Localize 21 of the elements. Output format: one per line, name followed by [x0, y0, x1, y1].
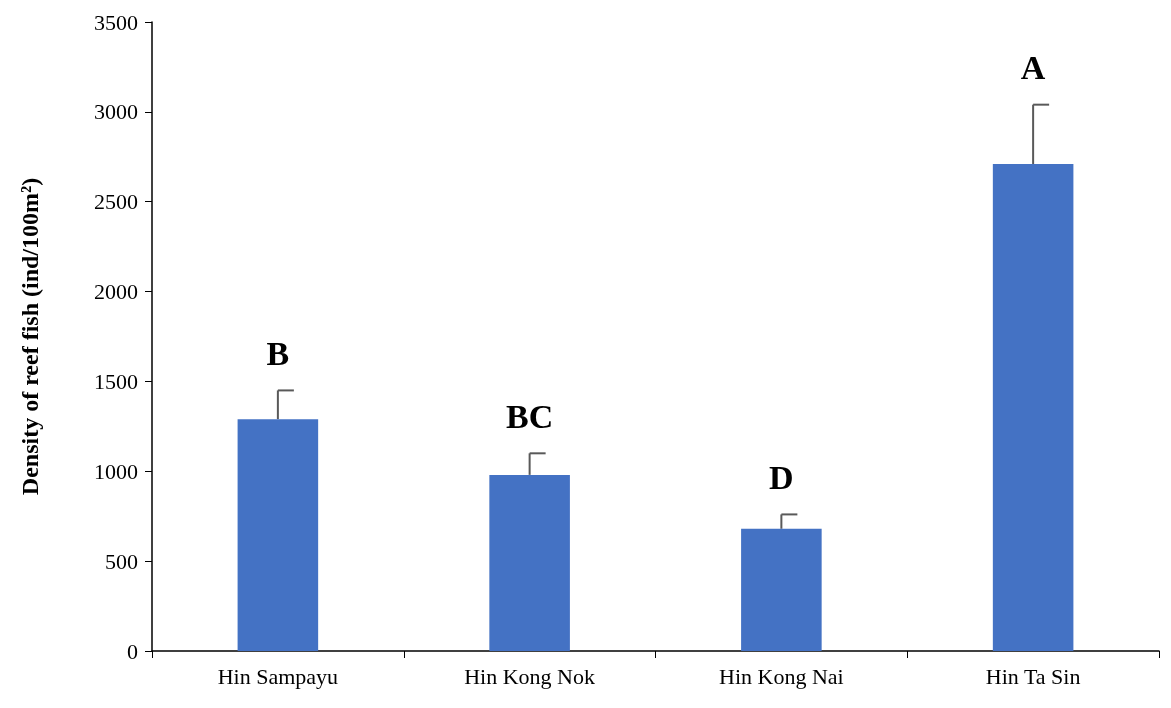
bar — [992, 163, 1074, 651]
x-tick-label: Hin Sampayu — [217, 663, 339, 689]
x-tick-label: Hin Kong Nok — [464, 663, 596, 689]
y-tick-label: 1500 — [94, 368, 138, 394]
annotation: BC — [506, 397, 554, 435]
y-tick-label: 2000 — [94, 279, 138, 305]
y-tick-label: 3500 — [94, 9, 138, 35]
annotation: D — [769, 458, 794, 496]
bar — [489, 474, 570, 651]
x-tick-label: Hin Ta Sin — [985, 663, 1081, 689]
y-tick-label: 0 — [127, 638, 138, 664]
bar — [741, 528, 822, 651]
y-tick-label: 2500 — [94, 189, 138, 215]
x-tick-label: Hin Kong Nai — [719, 663, 844, 689]
annotation: B — [266, 334, 290, 372]
y-tick-label: 1000 — [94, 458, 138, 484]
y-tick-label: 500 — [105, 548, 138, 574]
y-axis-title: Density of reef fish (ind/100m²) — [17, 177, 43, 496]
annotation: A — [1020, 49, 1046, 87]
bar — [237, 419, 319, 651]
y-tick-label: 3000 — [94, 99, 138, 125]
